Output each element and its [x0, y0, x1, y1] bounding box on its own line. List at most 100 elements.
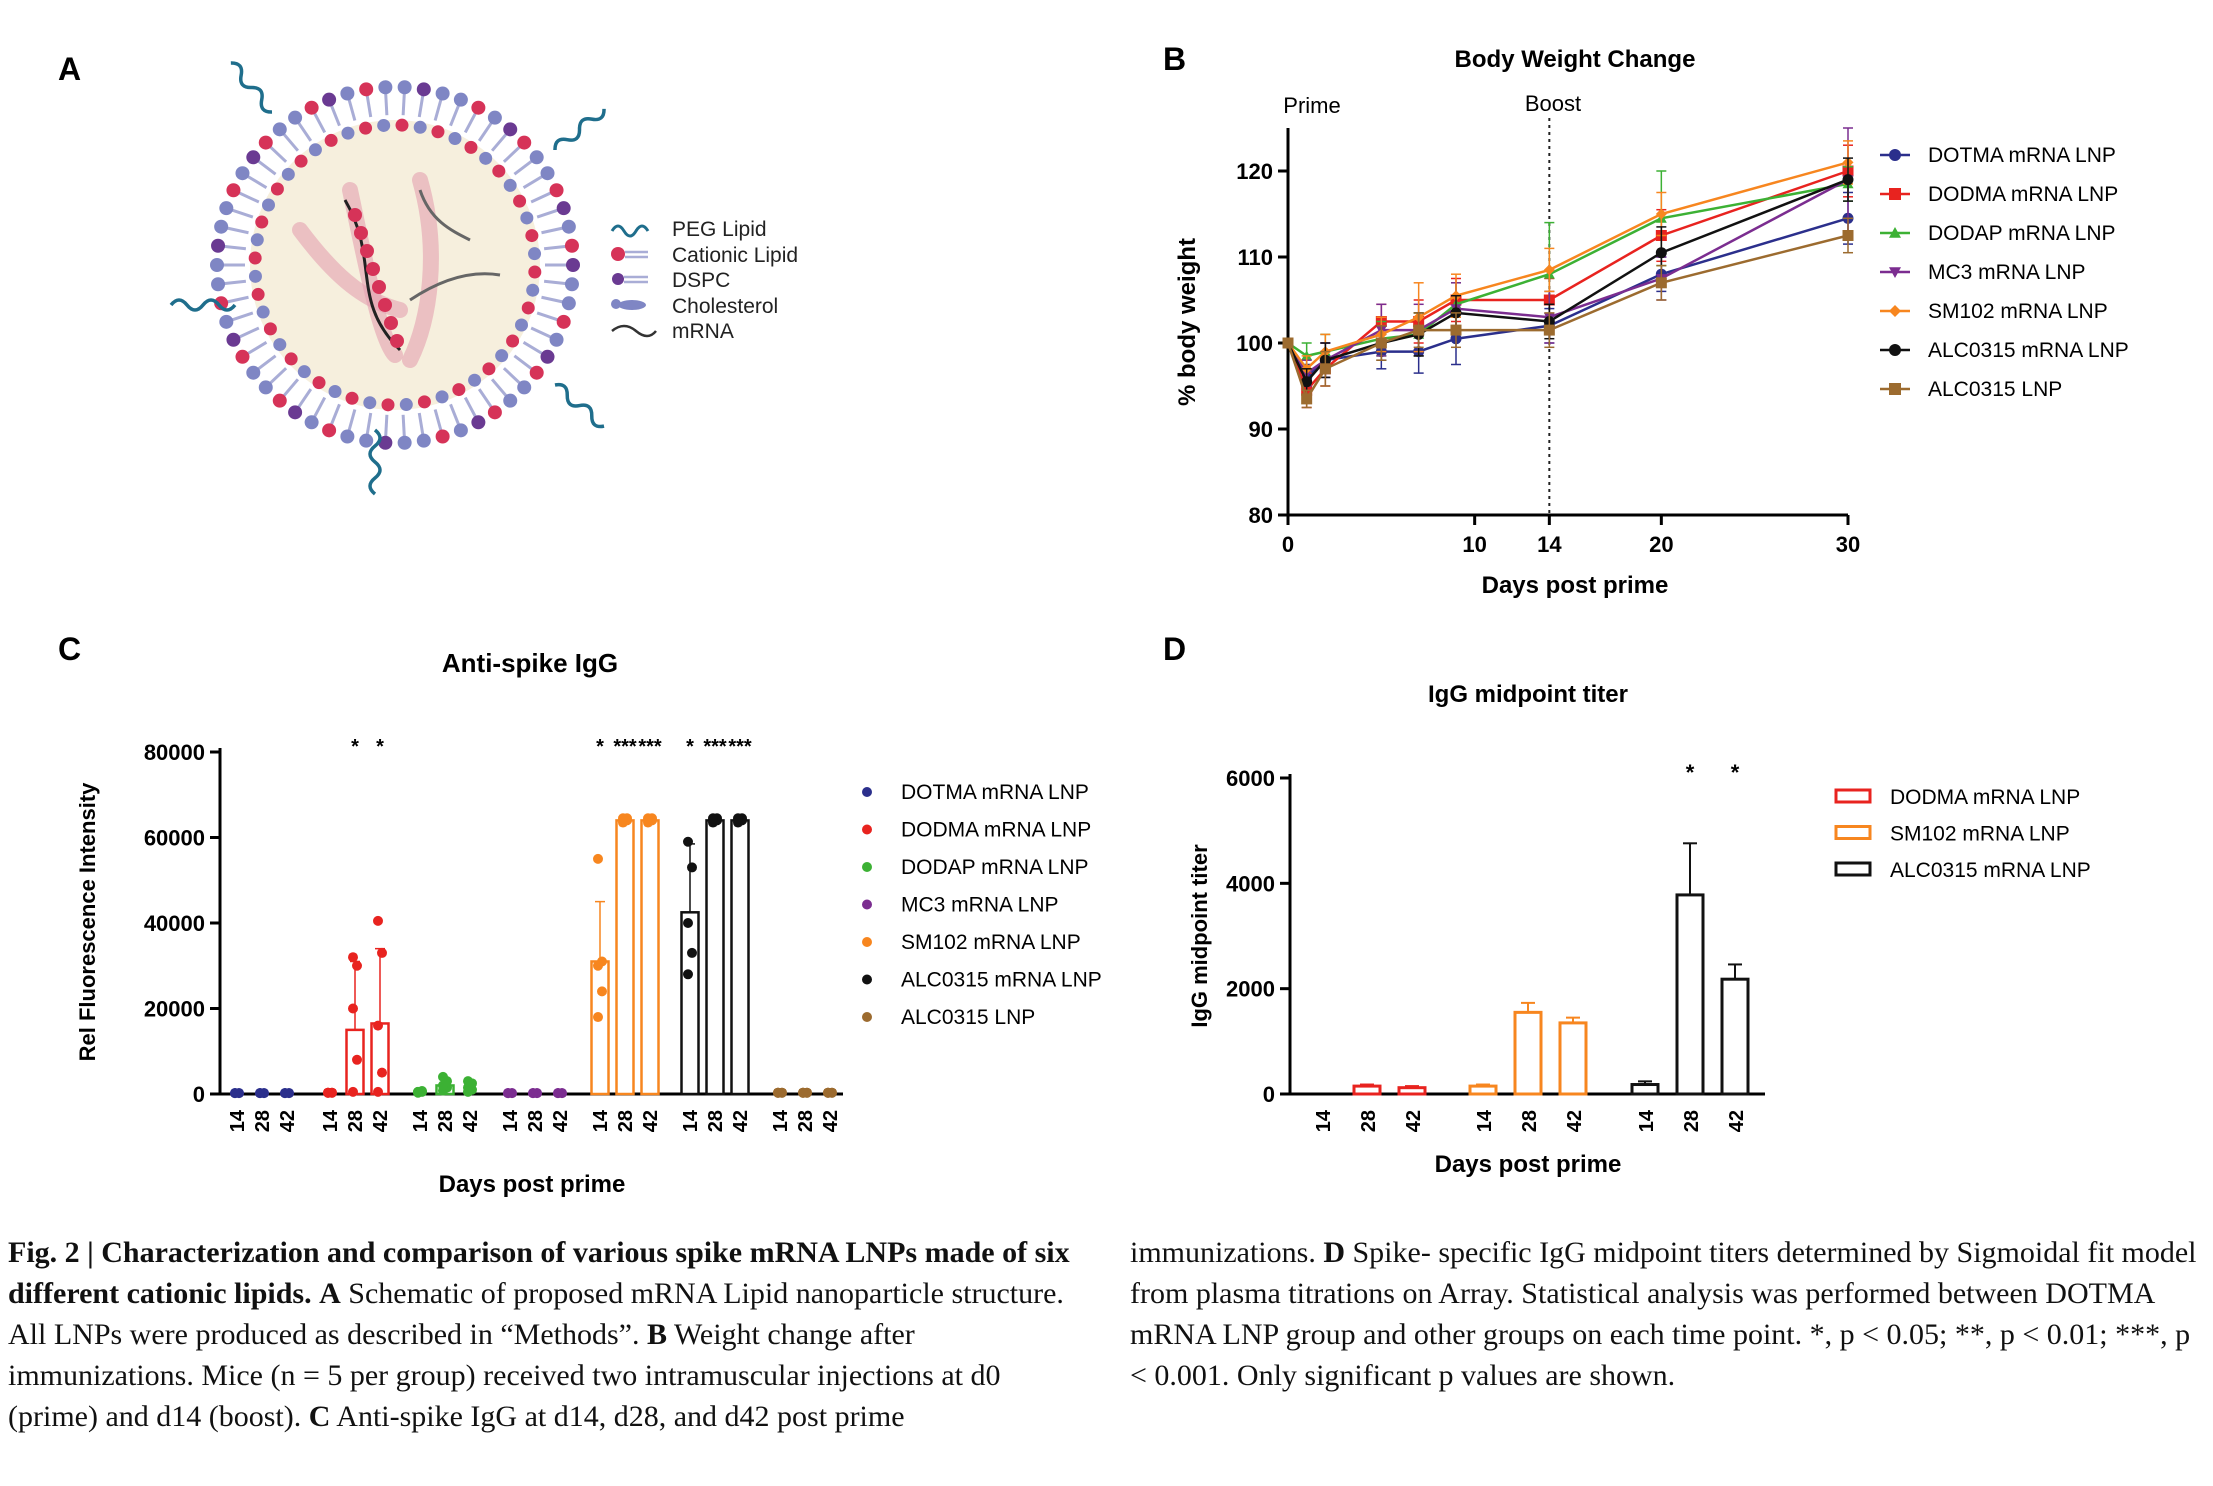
lipid-head — [549, 183, 564, 198]
lipid-head — [416, 433, 431, 448]
bar — [1352, 1084, 1382, 1096]
y-tick-label: 2000 — [1226, 977, 1275, 1002]
legend-swatch — [1834, 861, 1872, 877]
peg-lipid-icon — [610, 224, 650, 238]
lipid-head — [272, 393, 287, 408]
data-point — [1282, 337, 1294, 349]
x-tick-label: 42 — [370, 1110, 392, 1132]
legend-marker — [862, 937, 872, 947]
inner-lipid-head — [377, 118, 391, 132]
inner-lipid-head — [448, 131, 462, 145]
legend-marker — [1889, 267, 1901, 278]
y-tick-label: 110 — [1238, 245, 1274, 270]
interior-cationic-head — [372, 280, 386, 294]
data-point — [348, 1086, 358, 1097]
data-point — [1842, 230, 1854, 241]
x-tick-label: 14 — [680, 1109, 702, 1132]
x-tick-label: 28 — [615, 1110, 637, 1132]
x-tick-label: 28 — [1358, 1110, 1380, 1132]
lipid-head — [561, 296, 576, 311]
legend-label: Cationic Lipid — [672, 244, 798, 267]
inner-lipid-head — [506, 334, 520, 348]
inner-lipid-head — [413, 120, 427, 134]
caption-text: Weight change after immunizations. Mice … — [8, 1318, 1001, 1433]
lipid-head — [304, 415, 319, 430]
x-tick-label: 30 — [1836, 532, 1860, 557]
peg-chain — [553, 108, 606, 151]
inner-lipid-head — [482, 362, 496, 376]
lipid-head — [226, 183, 241, 198]
legend-marker — [1889, 305, 1901, 317]
mrna-strand — [418, 189, 471, 242]
inner-lipid-head — [492, 164, 506, 178]
y-tick-label: 0 — [193, 1082, 205, 1107]
y-tick-label: 6000 — [1226, 766, 1275, 791]
panel-letter-b: B — [1163, 41, 1186, 77]
legend-marker — [1889, 383, 1901, 395]
caption-panel-ref: A — [319, 1277, 341, 1310]
inner-lipid-head — [308, 143, 322, 157]
lnp-particle-graphic — [169, 61, 606, 496]
data-point — [230, 1088, 240, 1099]
lipid-head — [517, 380, 532, 395]
data-point — [463, 1076, 473, 1087]
x-tick-label: 20 — [1649, 532, 1673, 557]
y-tick-label: 0 — [1263, 1082, 1275, 1107]
data-point — [823, 1087, 833, 1098]
bar — [615, 819, 635, 1096]
inner-lipid-head — [513, 194, 527, 208]
inner-lipid-head — [345, 391, 359, 405]
x-tick-label: 28 — [795, 1110, 817, 1132]
legend-label: ALC0315 mRNA LNP — [1890, 859, 2091, 882]
x-tick-label: 42 — [460, 1110, 482, 1132]
figure-caption-left: Fig. 2 | Characterization and comparison… — [8, 1232, 1088, 1437]
data-point — [1450, 324, 1462, 336]
lipid-head — [556, 314, 571, 329]
lipid-head — [340, 86, 355, 101]
legend-marker — [862, 974, 872, 985]
lipid-head — [397, 435, 412, 450]
interior-cationic-head — [384, 316, 398, 330]
y-tick-label: 60000 — [144, 826, 205, 851]
inner-lipid-head — [250, 233, 264, 247]
lipid-head — [210, 258, 224, 272]
data-point — [773, 1087, 783, 1098]
bar — [1513, 1010, 1543, 1096]
body-weight-chart: Body Weight Change 80 90 100 110 120 0 10 14 20 30… — [1174, 46, 2129, 599]
bar — [1397, 1086, 1427, 1096]
bar — [640, 819, 660, 1096]
x-tick-label: 42 — [1403, 1110, 1425, 1132]
y-tick-label: 100 — [1236, 331, 1273, 356]
data-point — [438, 1071, 448, 1082]
legend-label: DOTMA mRNA LNP — [1928, 144, 2116, 167]
y-axis-label: % body weight — [1174, 238, 1201, 406]
lipid-head — [235, 166, 250, 181]
inner-lipid-head — [359, 121, 373, 135]
data-point — [377, 947, 387, 958]
figure-caption-right: immunizations. D Spike- specific IgG mid… — [1130, 1232, 2210, 1396]
legend-marker — [862, 862, 872, 872]
data-point — [528, 1088, 538, 1099]
caption-text: Spike- specific IgG midpoint titers dete… — [1130, 1236, 2197, 1392]
caption-panel-ref: D — [1323, 1236, 1345, 1269]
inner-lipid-head — [515, 318, 529, 332]
legend-label: SM102 mRNA LNP — [1928, 300, 2108, 323]
caption-panel-ref: C — [308, 1400, 331, 1433]
inner-lipid-head — [248, 269, 262, 283]
x-tick-label: 42 — [277, 1110, 299, 1132]
data-point — [377, 1067, 387, 1078]
significance-marker: *** — [638, 736, 662, 758]
data-point — [373, 1020, 383, 1031]
inner-lipid-head — [526, 283, 540, 297]
series-line — [1286, 169, 1849, 393]
lipid-head — [359, 82, 374, 97]
lipid-head — [540, 349, 555, 364]
lipid-head — [322, 92, 337, 107]
inner-lipid-head — [503, 178, 517, 192]
x-tick-label: 14 — [590, 1109, 612, 1132]
peg-chain — [368, 428, 382, 496]
lipid-head — [246, 365, 261, 380]
x-tick-label: 14 — [320, 1109, 342, 1132]
lipid-head — [304, 100, 319, 115]
lipid-head — [211, 277, 226, 292]
